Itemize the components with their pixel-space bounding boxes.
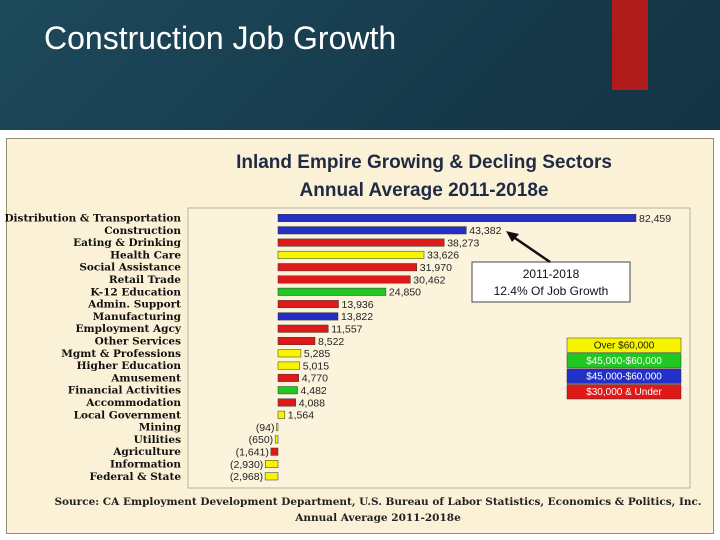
bar: [277, 263, 418, 272]
legend-label: $30,000 & Under: [586, 387, 662, 398]
bar: [277, 226, 467, 235]
value-label: 43,382: [469, 225, 501, 237]
value-label: 5,015: [303, 360, 329, 372]
value-label: 33,626: [427, 250, 459, 262]
legend-swatch: [566, 353, 682, 369]
chart-subtitle: Annual Average 2011-2018e: [300, 180, 549, 201]
annotation-arrow: [511, 234, 551, 264]
category-label: Employment Agcy: [76, 323, 182, 335]
legend-label: Over $60,000: [594, 341, 655, 352]
legend-swatch: [566, 368, 682, 384]
value-label: (1,641): [236, 447, 269, 459]
category-label: Mining: [139, 422, 182, 434]
bar: [276, 423, 279, 432]
category-label: Amusement: [110, 372, 181, 384]
bar: [277, 349, 302, 358]
category-label: Utilities: [134, 434, 181, 446]
category-label: Information: [110, 459, 181, 471]
bar: [277, 275, 411, 284]
value-label: 38,273: [447, 237, 479, 249]
legend-label: $45,000-$60,000: [586, 356, 662, 367]
chart-title: Inland Empire Growing & Decling Sectors: [236, 152, 612, 173]
bar: [277, 214, 637, 222]
source-line-1: Source: CA Employment Development Depart…: [54, 496, 701, 508]
value-label: 1,564: [288, 410, 314, 422]
legend-swatch: [566, 337, 682, 353]
value-label: (650): [249, 434, 274, 446]
legend-label: $45,000-$60,000: [586, 372, 662, 383]
category-label: Local Government: [74, 409, 182, 421]
category-label: Federal & State: [90, 471, 182, 483]
bar: [277, 324, 329, 333]
red-accent-tab: [612, 0, 648, 90]
legend-swatch: [566, 384, 682, 400]
value-label: 30,462: [413, 274, 445, 286]
bar: [277, 361, 301, 370]
bar: [277, 312, 339, 321]
category-label: Social Assistance: [79, 262, 181, 274]
value-label: (94): [256, 422, 275, 434]
bar: [270, 447, 279, 456]
category-label: Eating & Drinking: [73, 237, 182, 249]
source-line-2: Annual Average 2011-2018e: [294, 512, 461, 524]
bar: [277, 386, 298, 395]
value-label: (2,968): [230, 471, 263, 483]
bar: [264, 472, 279, 481]
category-label: Financial Activities: [68, 385, 181, 397]
category-label: Construction: [104, 225, 181, 237]
category-label: Higher Education: [77, 360, 182, 372]
category-label: Mgmt & Professions: [61, 348, 181, 360]
category-label: Retail Trade: [109, 274, 181, 286]
value-label: (2,930): [230, 459, 263, 471]
category-label: Distribution & Transportation: [4, 213, 181, 225]
category-label: Admin. Support: [87, 299, 181, 311]
category-label: Manufacturing: [93, 311, 182, 323]
value-label: 4,482: [301, 385, 327, 397]
value-label: 4,088: [299, 397, 325, 409]
value-label: 13,822: [341, 311, 373, 323]
bar: [277, 287, 387, 296]
annotation-line-2: 12.4% Of Job Growth: [494, 284, 609, 298]
annotation-box: [471, 261, 631, 303]
category-label: Accommodation: [85, 397, 181, 409]
annotation-arrowhead: [506, 231, 519, 242]
value-label: 13,936: [342, 299, 374, 311]
category-label: K-12 Education: [90, 286, 181, 298]
category-label: Agriculture: [112, 446, 181, 458]
bar: [277, 250, 425, 259]
value-label: 5,285: [304, 348, 330, 360]
value-label: 8,522: [318, 336, 344, 348]
bar: [277, 398, 296, 407]
value-label: 11,557: [331, 324, 362, 336]
bar: [277, 300, 339, 309]
value-label: 24,850: [389, 287, 421, 299]
category-label: Other Services: [95, 336, 181, 348]
bar: [277, 238, 445, 247]
bar: [277, 410, 286, 419]
value-label: 4,770: [302, 373, 328, 385]
bar: [277, 373, 299, 382]
bar: [274, 435, 279, 444]
annotation-line-1: 2011-2018: [523, 267, 580, 281]
value-label: 82,459: [639, 213, 671, 225]
value-label: 31,970: [420, 262, 452, 274]
bar: [265, 460, 279, 468]
category-label: Health Care: [110, 249, 181, 261]
bar: [277, 337, 316, 345]
slide-title: Construction Job Growth: [44, 20, 397, 56]
